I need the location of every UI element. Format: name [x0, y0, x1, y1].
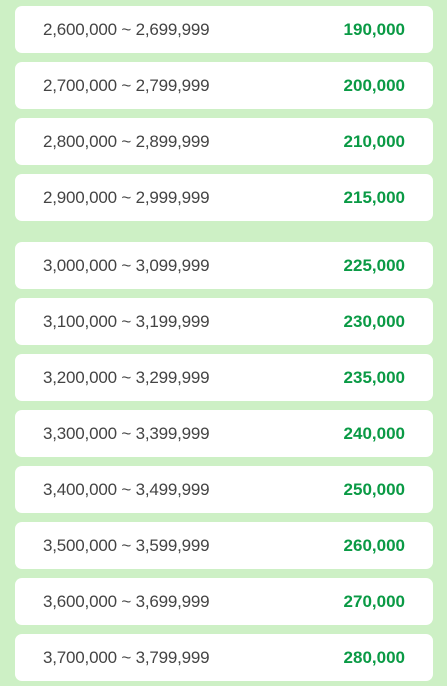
range-cell: 3,400,000 ~ 3,499,999	[43, 479, 210, 499]
amount-cell: 270,000	[343, 591, 405, 611]
range-cell: 2,800,000 ~ 2,899,999	[43, 131, 210, 151]
range-cell: 3,200,000 ~ 3,299,999	[43, 367, 210, 387]
amount-cell: 250,000	[343, 479, 405, 499]
range-cell: 2,700,000 ~ 2,799,999	[43, 75, 210, 95]
table-row: 3,000,000 ~ 3,099,999 225,000	[15, 242, 433, 289]
amount-cell: 225,000	[343, 255, 405, 275]
amount-cell: 280,000	[343, 647, 405, 667]
range-cell: 3,000,000 ~ 3,099,999	[43, 255, 210, 275]
range-cell: 2,900,000 ~ 2,999,999	[43, 187, 210, 207]
table-row: 3,700,000 ~ 3,799,999 280,000	[15, 634, 433, 681]
table-row: 3,500,000 ~ 3,599,999 260,000	[15, 522, 433, 569]
table-row: 2,700,000 ~ 2,799,999 200,000	[15, 62, 433, 109]
amount-cell: 235,000	[343, 367, 405, 387]
table-row: 3,400,000 ~ 3,499,999 250,000	[15, 466, 433, 513]
amount-cell: 215,000	[343, 187, 405, 207]
amount-cell: 230,000	[343, 311, 405, 331]
range-cell: 3,500,000 ~ 3,599,999	[43, 535, 210, 555]
table-row: 3,300,000 ~ 3,399,999 240,000	[15, 410, 433, 457]
amount-cell: 260,000	[343, 535, 405, 555]
amount-cell: 200,000	[343, 75, 405, 95]
range-cell: 3,300,000 ~ 3,399,999	[43, 423, 210, 443]
amount-cell: 190,000	[343, 19, 405, 39]
range-cell: 3,600,000 ~ 3,699,999	[43, 591, 210, 611]
range-cell: 3,100,000 ~ 3,199,999	[43, 311, 210, 331]
table-row: 3,200,000 ~ 3,299,999 235,000	[15, 354, 433, 401]
table-row: 2,900,000 ~ 2,999,999 215,000	[15, 174, 433, 221]
table-row: 3,100,000 ~ 3,199,999 230,000	[15, 298, 433, 345]
range-cell: 3,700,000 ~ 3,799,999	[43, 647, 210, 667]
range-cell: 2,600,000 ~ 2,699,999	[43, 19, 210, 39]
amount-cell: 210,000	[343, 131, 405, 151]
table-row: 3,600,000 ~ 3,699,999 270,000	[15, 578, 433, 625]
table-row: 2,800,000 ~ 2,899,999 210,000	[15, 118, 433, 165]
table-row: 2,600,000 ~ 2,699,999 190,000	[15, 6, 433, 53]
amount-cell: 240,000	[343, 423, 405, 443]
